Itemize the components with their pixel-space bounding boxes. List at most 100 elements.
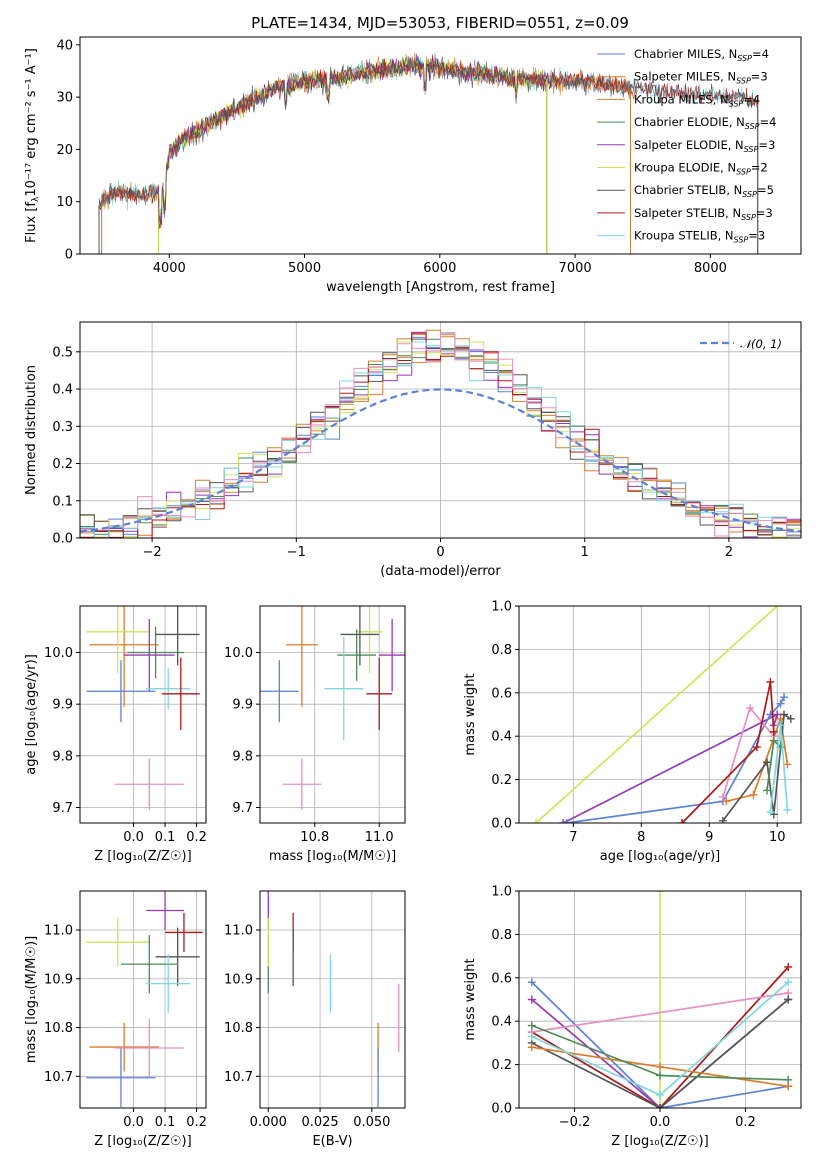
axes-frame: [79, 321, 802, 539]
legend-entry: Chabrier ELODIE, NSSP=4: [634, 115, 776, 131]
legend-entry-tail: =3: [748, 229, 765, 243]
y-tick-label: 10.0: [44, 646, 73, 661]
y-tick-label: 10.9: [44, 972, 73, 987]
legend-entry-tail: =2: [751, 161, 768, 175]
kstelib-weight-marker: [527, 1032, 536, 1041]
cstelib-weight-marker: [786, 714, 795, 723]
y-tick-label: 30: [56, 91, 73, 106]
y-tick-label: 11.0: [44, 924, 73, 939]
legend-entry-sub: SSP: [742, 190, 757, 199]
legend-entry: 𝒩(0, 1): [740, 337, 782, 351]
x-axis-label: Z [log₁₀(Z/Z☉)]: [94, 849, 191, 864]
spectrum-panel: 4000 5000 6000 7000 8000 0 10 20 30 40 wavelength …: [24, 36, 802, 295]
x-tick-label: 0.2: [735, 1115, 756, 1130]
sstelib-weight-line: [531, 966, 789, 1108]
smiles-weight-line: [726, 718, 789, 803]
legend-entry-tail: =3: [756, 206, 773, 220]
y-tick-label: 0.4: [52, 383, 73, 398]
kstelib-weight-marker: [784, 978, 793, 987]
x-tick-label: 0.0: [123, 830, 144, 845]
y-axis-label: Flux [fλ10⁻¹⁷ erg cm⁻² s⁻¹ A⁻¹]: [24, 48, 41, 243]
sstelib-histogram: [80, 332, 801, 538]
y-tick-label: 9.9: [232, 698, 253, 713]
y-axis-label-sub: λ: [31, 196, 41, 202]
selodie-weight-marker: [527, 995, 536, 1004]
x-tick-label: 10: [769, 830, 786, 845]
axes-frame: [79, 605, 207, 824]
x-tick-label: 0.0: [123, 1115, 144, 1130]
celodie-weight-marker: [769, 736, 778, 745]
x-tick-label: 0.050: [353, 1115, 390, 1130]
kelodie-weight-line: [535, 606, 778, 823]
cmiles-weight-line: [531, 981, 789, 1108]
y-tick-label: 9.9: [52, 698, 73, 713]
y-tick-label: 11.0: [224, 924, 253, 939]
x-tick-label: 1: [581, 545, 589, 560]
kelodie-histogram: [80, 341, 801, 538]
pink-weight-marker: [746, 703, 755, 712]
y-axis-label: Normed distribution: [24, 365, 39, 495]
x-tick-label: −1: [287, 545, 306, 560]
axes-frame: [259, 890, 406, 1109]
y-axis-label: age [log₁₀(age/yr)]: [24, 654, 39, 775]
y-tick-label: 0.2: [491, 773, 512, 788]
x-tick-label: 11.0: [365, 830, 394, 845]
sstelib-weight-line: [681, 681, 775, 823]
y-tick-label: 0: [65, 248, 73, 263]
cmiles-weight-marker: [562, 819, 571, 823]
y-tick-label: 0.0: [491, 817, 512, 832]
y-axis-label-tail: 10⁻¹⁷ erg cm⁻² s⁻¹ A⁻¹]: [24, 48, 39, 197]
y-tick-label: 1.0: [491, 600, 512, 615]
legend-entry-sub: SSP: [741, 213, 756, 222]
residuals-panel: −2 −1 0 1 2 0.0 0.1 0.2 0.3 0.4 0.5 (data-model)/er…: [24, 321, 802, 579]
x-axis-label: age [log₁₀(age/yr)]: [600, 849, 721, 864]
celodie-weight-marker: [527, 1021, 536, 1030]
x-tick-label: 0.1: [155, 1115, 176, 1130]
y-tick-label: 10.7: [224, 1070, 253, 1085]
y-tick-label: 0.0: [491, 1102, 512, 1117]
x-tick-label: 9: [705, 830, 713, 845]
legend-entry-tail: =4: [752, 47, 769, 61]
celodie-spectrum-line: [158, 56, 547, 221]
celodie-weight-marker: [763, 786, 772, 795]
y-tick-label: 9.7: [52, 801, 73, 816]
smiles-weight-marker: [656, 1062, 664, 1071]
legend-entry-sub: SSP: [736, 168, 751, 177]
cstelib-spectrum-line: [98, 55, 758, 226]
cmiles-weight-marker: [780, 693, 789, 702]
pink-weight-line: [531, 992, 789, 1033]
y-tick-label: 0.2: [491, 1058, 512, 1073]
smiles-weight-marker: [722, 797, 731, 806]
legend-entry-sub: SSP: [744, 145, 759, 154]
kelodie-weight-marker: [531, 819, 540, 823]
x-tick-label: 0.025: [301, 1115, 338, 1130]
age-weight-plot: [531, 606, 795, 823]
x-tick-label: 4000: [153, 261, 186, 276]
age-weight-panel: 7 8 9 10 0.0 0.2 0.4 0.6 0.8 1.0 age [log₁₀(age/yr…: [463, 600, 802, 864]
smiles-weight-marker: [527, 1043, 536, 1052]
y-tick-label: 10: [56, 195, 73, 210]
pink-weight-marker: [718, 792, 727, 801]
axes-frame: [518, 605, 802, 824]
z-mass-panel: 0.0 0.1 0.2 10.7 10.8 10.9 11.0 Z [log₁₀(Z/Z☉)]…: [24, 890, 207, 1149]
y-axis-label: mass weight: [463, 958, 478, 1040]
y-tick-label: 0.4: [491, 1015, 512, 1030]
celodie-weight-marker: [784, 1075, 793, 1084]
x-tick-label: 5000: [288, 261, 321, 276]
x-tick-label: 6000: [423, 261, 456, 276]
pink-histogram: [80, 332, 801, 537]
ebv-mass-panel: 0.000 0.025 0.050 10.7 10.8 10.9 11.0 E(B-V): [224, 890, 406, 1149]
cstelib-weight-marker: [784, 995, 793, 1004]
sstelib-weight-marker: [769, 727, 778, 736]
x-axis-label: E(B-V): [312, 1134, 352, 1149]
cstelib-weight-line: [531, 998, 789, 1108]
x-tick-label: 2: [725, 545, 733, 560]
y-tick-label: 10.8: [44, 1021, 73, 1036]
selodie-weight-marker: [559, 819, 568, 823]
legend-entry-tail: =4: [760, 115, 777, 129]
legend-entry: Salpeter STELIB, NSSP=3: [634, 206, 773, 222]
mass-age-plot: [260, 606, 405, 811]
y-tick-label: 9.7: [232, 801, 253, 816]
y-axis-label: mass [log₁₀(M/M☉)]: [24, 936, 39, 1063]
axes-frame: [259, 605, 406, 824]
